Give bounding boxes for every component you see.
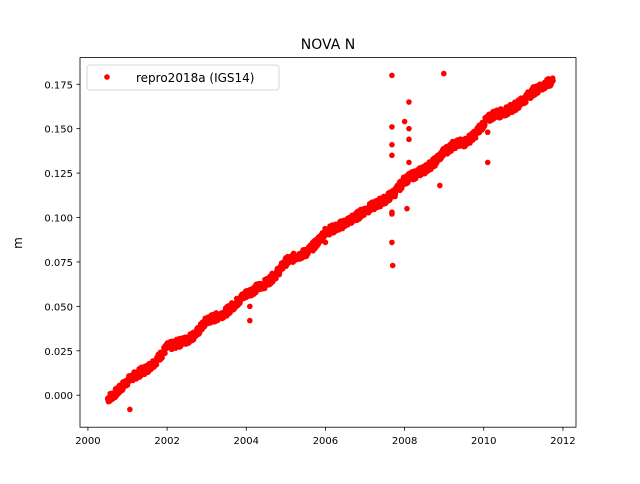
outlier-point <box>406 136 412 143</box>
legend-label: repro2018a (IGS14) <box>136 71 254 85</box>
data-point <box>472 135 479 141</box>
outlier-point <box>406 159 412 166</box>
x-tick-label: 2000 <box>75 436 100 447</box>
data-point <box>550 77 556 84</box>
y-tick-label: 0.075 <box>44 258 73 269</box>
data-point <box>273 275 279 282</box>
outlier-point <box>437 182 443 189</box>
outlier-point <box>322 239 329 246</box>
outlier-point <box>389 124 395 130</box>
x-tick-label: 2010 <box>471 436 496 447</box>
y-axis-label: m <box>11 237 25 249</box>
data-point <box>162 350 168 357</box>
x-tick-label: 2006 <box>313 436 338 447</box>
chart-title: NOVA N <box>301 37 355 53</box>
outlier-point <box>247 317 253 324</box>
outlier-point <box>401 118 408 125</box>
y-tick-label: 0.025 <box>44 347 73 358</box>
outlier-point <box>389 262 396 269</box>
x-tick-label: 2012 <box>550 436 575 447</box>
x-tick-label: 2008 <box>392 436 417 447</box>
data-point <box>290 250 297 257</box>
outlier-point <box>389 239 395 246</box>
outlier-point <box>389 72 395 79</box>
legend-marker <box>104 74 110 80</box>
data-point <box>523 99 529 106</box>
y-tick-label: 0.000 <box>44 391 73 402</box>
data-point <box>153 361 160 368</box>
legend-box <box>86 64 280 91</box>
legend: repro2018a (IGS14) <box>86 64 280 91</box>
outlier-point <box>247 303 253 310</box>
y-tick-label: 0.150 <box>44 125 73 136</box>
outlier-point <box>440 70 447 77</box>
outlier-point <box>389 141 395 148</box>
x-tick-label: 2004 <box>234 436 259 447</box>
y-tick-label: 0.175 <box>44 80 73 91</box>
data-point <box>159 354 165 361</box>
outlier-point <box>127 406 133 413</box>
outlier-point <box>406 99 412 105</box>
outlier-point <box>404 205 410 212</box>
y-tick-label: 0.050 <box>44 302 73 313</box>
outlier-point <box>484 129 491 136</box>
outlier-point <box>389 211 395 217</box>
y-tick-label: 0.100 <box>44 214 73 225</box>
y-axis-ticks: 0.000 0.025 0.050 0.075 0.100 0.125 0.150 0.175 <box>44 80 80 402</box>
plot-frame <box>79 57 577 428</box>
y-tick-label: 0.125 <box>44 169 73 180</box>
outlier-point <box>406 125 412 132</box>
x-axis-ticks: 2000 2002 2004 2006 2008 2010 2012 <box>75 427 576 447</box>
x-tick-label: 2002 <box>154 436 179 447</box>
data-points <box>104 70 556 413</box>
outlier-point <box>484 159 491 166</box>
outlier-point <box>389 152 395 159</box>
